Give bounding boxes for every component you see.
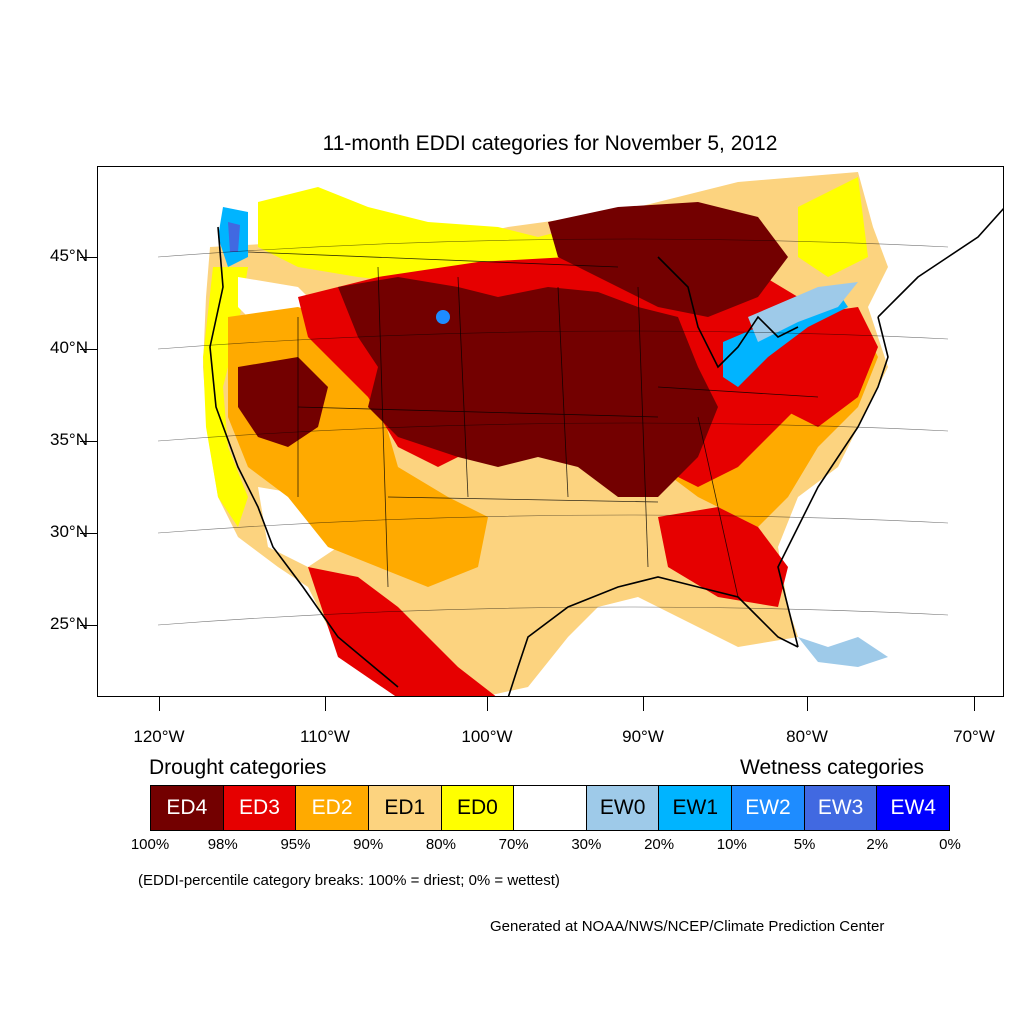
legend-swatch-neutral xyxy=(514,786,587,830)
legend-break-label: 30% xyxy=(571,836,602,853)
lon-tick xyxy=(974,697,975,711)
lon-label-70w: 70°W xyxy=(953,727,995,746)
lat-tick xyxy=(80,533,97,534)
region-ed4-plains xyxy=(338,277,718,497)
region-ed0-northeast xyxy=(798,177,868,277)
legend-swatch-ew4: EW4 xyxy=(877,786,950,830)
lon-label-120w: 120°W xyxy=(133,727,185,746)
legend-break-label: 0% xyxy=(939,836,961,853)
lat-tick xyxy=(80,257,97,258)
legend-break-label: 98% xyxy=(207,836,238,853)
legend-swatch-ed2: ED2 xyxy=(296,786,369,830)
lon-tick xyxy=(807,697,808,711)
lat-tick xyxy=(80,625,97,626)
lat-label-40n: 40°N xyxy=(50,338,88,357)
drought-heading: Drought categories xyxy=(149,756,327,779)
graticule xyxy=(157,238,949,626)
legend-break-label: 80% xyxy=(425,836,456,853)
category-note: (EDDI-percentile category breaks: 100% =… xyxy=(138,872,560,889)
lon-tick xyxy=(325,697,326,711)
lat-tick xyxy=(80,441,97,442)
legend-break-label: 90% xyxy=(353,836,384,853)
lat-label-45n: 45°N xyxy=(50,246,88,265)
legend-bar: ED4 ED3 ED2 ED1 ED0 EW0 EW1 EW2 EW3 EW4 xyxy=(150,785,950,831)
lat-label-35n: 35°N xyxy=(50,430,88,449)
region-ew1-great-lakes xyxy=(723,292,848,387)
lon-tick xyxy=(487,697,488,711)
legend-break-label: 70% xyxy=(498,836,529,853)
region-ew0-florida xyxy=(798,637,888,667)
lat-tick xyxy=(80,349,97,350)
region-ed3-southeast xyxy=(658,507,788,607)
legend-break-label: 10% xyxy=(716,836,747,853)
map-panel xyxy=(97,166,1004,697)
legend-swatch-ew0: EW0 xyxy=(586,786,660,830)
lon-label-80w: 80°W xyxy=(786,727,828,746)
map-title: 11-month EDDI categories for November 5,… xyxy=(322,132,778,155)
region-ew2-colorado xyxy=(436,310,450,324)
legend-swatch-ed4: ED4 xyxy=(151,786,224,830)
lon-tick xyxy=(643,697,644,711)
credit-line: Generated at NOAA/NWS/NCEP/Climate Predi… xyxy=(490,918,885,935)
legend-break-label: 5% xyxy=(793,836,816,853)
legend-swatch-ed0: ED0 xyxy=(441,786,515,830)
legend-swatch-ed1: ED1 xyxy=(368,786,442,830)
legend-break-label: 100% xyxy=(130,836,170,853)
state-borders xyxy=(247,251,819,598)
region-ew3-pacific-nw xyxy=(228,222,240,252)
eddi-map xyxy=(157,172,1003,696)
legend-swatch-ed3: ED3 xyxy=(223,786,297,830)
legend-swatch-ew1: EW1 xyxy=(659,786,733,830)
region-ed4-great-basin xyxy=(238,357,328,447)
coastlines xyxy=(209,208,1003,696)
wetness-heading: Wetness categories xyxy=(740,756,925,779)
lat-label-30n: 30°N xyxy=(50,522,88,541)
lon-label-110w: 110°W xyxy=(300,727,350,746)
legend-break-label: 20% xyxy=(644,836,675,853)
region-ew0-great-lakes xyxy=(748,282,858,342)
legend-swatch-ew3: EW3 xyxy=(804,786,878,830)
legend-swatch-ew2: EW2 xyxy=(732,786,805,830)
region-ed4-canada xyxy=(548,202,788,317)
lon-label-100w: 100°W xyxy=(461,727,513,746)
region-ed3-mexico xyxy=(308,567,496,696)
lon-label-90w: 90°W xyxy=(622,727,664,746)
lat-label-25n: 25°N xyxy=(50,614,88,633)
lon-tick xyxy=(159,697,160,711)
legend-break-label: 95% xyxy=(280,836,311,853)
legend-break-label: 2% xyxy=(866,836,889,853)
